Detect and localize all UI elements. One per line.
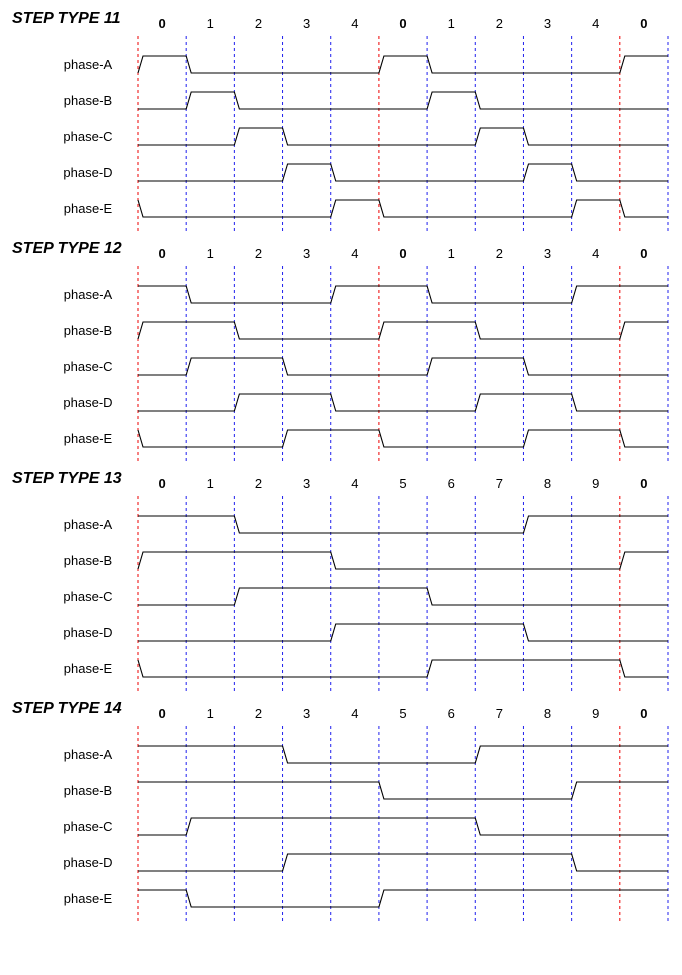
phase-label: phase-A (64, 57, 113, 72)
step-number: 1 (207, 246, 214, 261)
step-number: 4 (592, 16, 599, 31)
phase-waveform (138, 854, 668, 871)
step-number: 5 (399, 706, 406, 721)
timing-panel: STEP TYPE 11 0 1 2 3 4 0 1 2 3 4 0 phase-A phase-B pha… (10, 10, 672, 236)
phase-label: phase-E (64, 431, 113, 446)
panel-title: STEP TYPE 13 (12, 470, 122, 488)
phase-waveform (138, 322, 668, 339)
phase-waveform (138, 660, 668, 677)
step-number: 7 (496, 706, 503, 721)
phase-waveform (138, 746, 668, 763)
step-number: 6 (448, 476, 455, 491)
step-number: 8 (544, 476, 551, 491)
phase-waveform (138, 782, 668, 799)
phase-waveform (138, 164, 668, 181)
step-number: 1 (448, 16, 455, 31)
phase-label: phase-C (63, 129, 112, 144)
step-number: 3 (544, 16, 551, 31)
phase-waveform (138, 430, 668, 447)
phase-label: phase-D (63, 395, 112, 410)
phase-label: phase-B (64, 93, 112, 108)
panel-title: STEP TYPE 12 (12, 240, 122, 258)
step-number: 0 (399, 16, 406, 31)
timing-svg: 0 1 2 3 4 0 1 2 3 4 0 phase-A phase-B phase-C phase-D p… (10, 10, 682, 236)
step-number: 0 (640, 246, 647, 261)
phase-waveform (138, 394, 668, 411)
phase-waveform (138, 890, 668, 907)
phase-label: phase-E (64, 661, 113, 676)
timing-svg: 0 1 2 3 4 0 1 2 3 4 0 phase-A phase-B phase-C phase-D p… (10, 240, 682, 466)
step-number: 0 (158, 706, 165, 721)
timing-svg: 0 1 2 3 4 5 6 7 8 9 0 phase-A phase-B phase-C phase-D p… (10, 700, 682, 926)
phase-label: phase-B (64, 553, 112, 568)
step-number: 3 (303, 16, 310, 31)
panel-title: STEP TYPE 11 (12, 10, 120, 28)
step-number: 2 (255, 246, 262, 261)
phase-waveform (138, 588, 668, 605)
step-number: 4 (351, 706, 358, 721)
step-number: 0 (158, 246, 165, 261)
step-number: 4 (592, 246, 599, 261)
step-number: 6 (448, 706, 455, 721)
phase-label: phase-A (64, 287, 113, 302)
step-number: 0 (399, 246, 406, 261)
step-number: 2 (496, 16, 503, 31)
phase-label: phase-C (63, 819, 112, 834)
timing-svg: 0 1 2 3 4 5 6 7 8 9 0 phase-A phase-B phase-C phase-D p… (10, 470, 682, 696)
timing-panel: STEP TYPE 14 0 1 2 3 4 5 6 7 8 9 0 phase-A phase-B pha… (10, 700, 672, 926)
phase-label: phase-A (64, 517, 113, 532)
phase-label: phase-E (64, 201, 113, 216)
step-number: 4 (351, 16, 358, 31)
step-number: 2 (255, 16, 262, 31)
phase-waveform (138, 516, 668, 533)
step-number: 1 (207, 706, 214, 721)
timing-panel: STEP TYPE 12 0 1 2 3 4 0 1 2 3 4 0 phase-A phase-B pha… (10, 240, 672, 466)
step-number: 5 (399, 476, 406, 491)
step-number: 2 (255, 476, 262, 491)
phase-label: phase-D (63, 625, 112, 640)
step-number: 9 (592, 706, 599, 721)
step-number: 1 (448, 246, 455, 261)
step-number: 9 (592, 476, 599, 491)
timing-panel: STEP TYPE 13 0 1 2 3 4 5 6 7 8 9 0 phase-A phase-B pha… (10, 470, 672, 696)
panel-title: STEP TYPE 14 (12, 700, 122, 718)
step-number: 3 (544, 246, 551, 261)
step-number: 7 (496, 476, 503, 491)
phase-waveform (138, 624, 668, 641)
step-number: 3 (303, 246, 310, 261)
step-number: 1 (207, 476, 214, 491)
step-number: 3 (303, 706, 310, 721)
step-number: 4 (351, 246, 358, 261)
phase-waveform (138, 286, 668, 303)
step-number: 0 (640, 706, 647, 721)
phase-label: phase-D (63, 855, 112, 870)
step-number: 0 (158, 476, 165, 491)
step-number: 2 (255, 706, 262, 721)
phase-waveform (138, 358, 668, 375)
phase-label: phase-E (64, 891, 113, 906)
phase-waveform (138, 56, 668, 73)
step-number: 2 (496, 246, 503, 261)
phase-label: phase-D (63, 165, 112, 180)
phase-label: phase-B (64, 323, 112, 338)
phase-waveform (138, 818, 668, 835)
step-number: 1 (207, 16, 214, 31)
step-number: 8 (544, 706, 551, 721)
step-number: 4 (351, 476, 358, 491)
phase-label: phase-A (64, 747, 113, 762)
phase-label: phase-C (63, 359, 112, 374)
phase-label: phase-B (64, 783, 112, 798)
phase-waveform (138, 552, 668, 569)
step-number: 3 (303, 476, 310, 491)
step-number: 0 (640, 16, 647, 31)
phase-label: phase-C (63, 589, 112, 604)
step-number: 0 (640, 476, 647, 491)
phase-waveform (138, 200, 668, 217)
phase-waveform (138, 128, 668, 145)
phase-waveform (138, 92, 668, 109)
step-number: 0 (158, 16, 165, 31)
